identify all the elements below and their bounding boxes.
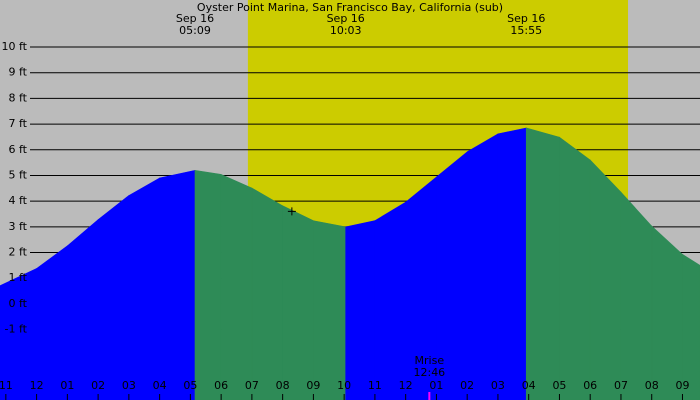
x-tick-label: 02 xyxy=(91,379,105,392)
y-tick-label: 5 ft xyxy=(9,168,28,181)
tide-area xyxy=(651,225,683,400)
tide-area xyxy=(497,127,527,400)
tide-area xyxy=(97,194,130,400)
current-marker xyxy=(287,207,296,216)
x-tick-label: 08 xyxy=(645,379,659,392)
x-tick-label: 06 xyxy=(214,379,228,392)
tide-area xyxy=(466,133,499,400)
tide-area xyxy=(374,201,406,400)
extreme-time: 15:55 xyxy=(510,24,542,37)
extreme-date: Sep 16 xyxy=(507,12,545,25)
extreme-time: 05:09 xyxy=(179,24,211,37)
tide-area xyxy=(345,220,376,400)
x-tick-label: 08 xyxy=(276,379,290,392)
x-tick-label: 03 xyxy=(122,379,136,392)
tide-area xyxy=(559,136,591,400)
extreme-date: Sep 16 xyxy=(176,12,214,25)
tide-area xyxy=(159,169,196,400)
x-tick-label: 12 xyxy=(399,379,413,392)
tide-area xyxy=(194,169,222,400)
y-tick-label: 3 ft xyxy=(9,220,28,233)
x-tick-label: 04 xyxy=(153,379,167,392)
x-tick-label: 04 xyxy=(522,379,536,392)
tide-area xyxy=(67,219,99,400)
x-tick-label: 06 xyxy=(583,379,597,392)
y-tick-label: 2 ft xyxy=(9,246,28,259)
tide-area xyxy=(620,191,653,400)
x-tick-label: 05 xyxy=(183,379,197,392)
extreme-time: 10:03 xyxy=(330,24,362,37)
y-tick-label: 0 ft xyxy=(9,297,28,310)
moonrise-label: Mrise xyxy=(415,354,445,367)
x-tick-label: 11 xyxy=(0,379,13,392)
x-tick-label: 01 xyxy=(429,379,443,392)
y-tick-label: 10 ft xyxy=(2,40,28,53)
y-tick-label: 8 ft xyxy=(9,91,28,104)
y-tick-label: 9 ft xyxy=(9,66,28,79)
tide-area xyxy=(589,159,622,400)
x-tick-label: 07 xyxy=(245,379,259,392)
tide-area xyxy=(525,127,560,400)
y-tick-label: -1 ft xyxy=(5,323,28,336)
tide-area xyxy=(682,253,700,400)
x-tick-label: 09 xyxy=(675,379,689,392)
extreme-date: Sep 16 xyxy=(327,12,365,25)
x-tick-label: 11 xyxy=(368,379,382,392)
x-tick-label: 09 xyxy=(306,379,320,392)
tide-area xyxy=(128,177,160,400)
y-tick-label: 1 ft xyxy=(9,271,28,284)
chart-title: Oyster Point Marina, San Francisco Bay, … xyxy=(197,1,503,14)
y-tick-label: 7 ft xyxy=(9,117,28,130)
x-tick-label: 05 xyxy=(552,379,566,392)
x-tick-label: 01 xyxy=(60,379,74,392)
y-tick-label: 4 ft xyxy=(9,194,28,207)
moonrise-time: 12:46 xyxy=(413,366,445,379)
tide-area xyxy=(282,205,314,400)
y-tick-label: 6 ft xyxy=(9,143,28,156)
tide-area xyxy=(36,245,68,400)
tide-area xyxy=(220,173,253,400)
x-tick-label: 07 xyxy=(614,379,628,392)
x-tick-label: 10 xyxy=(337,379,351,392)
tide-area xyxy=(251,187,283,400)
x-tick-label: 12 xyxy=(30,379,44,392)
x-tick-label: 02 xyxy=(460,379,474,392)
x-tick-label: 03 xyxy=(491,379,505,392)
tide-area xyxy=(313,220,346,400)
